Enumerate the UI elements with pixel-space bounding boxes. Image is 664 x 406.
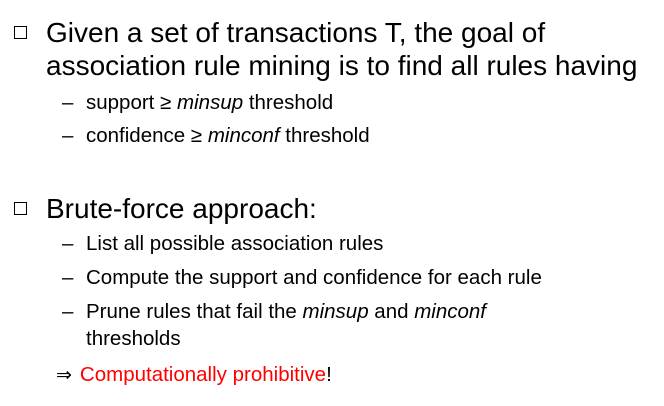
brute-force-heading: Brute-force approach: <box>46 193 317 224</box>
dash-icon: – <box>62 266 74 289</box>
compute-text: Compute the support and confidence for e… <box>86 266 542 289</box>
prune-step: – Prune rules that fail the minsup and m… <box>62 298 642 352</box>
confidence-sub-bullet: – confidence ≥ minconf threshold <box>62 122 642 149</box>
minconf-term: minconf <box>414 300 486 323</box>
prune-text-line2: thresholds <box>86 327 181 350</box>
dash-icon: – <box>62 91 74 114</box>
square-bullet-icon <box>14 26 27 39</box>
support-criterion: support ≥ minsup threshold <box>86 91 334 114</box>
dash-icon: – <box>62 232 74 255</box>
implies-arrow-icon: ⇒ <box>56 364 72 386</box>
prune-text: Prune rules that fail the minsup and min… <box>86 300 486 323</box>
goal-text-line2: association rule mining is to find all r… <box>46 50 638 81</box>
goal-text-line1: Given a set of transactions T, the goal … <box>46 17 546 48</box>
support-sub-bullet: – support ≥ minsup threshold <box>62 89 642 116</box>
minsup-term: minsup <box>177 91 244 114</box>
conclusion-highlight: Computationally prohibitive <box>79 363 327 386</box>
dash-icon: – <box>62 124 74 147</box>
minsup-term: minsup <box>302 300 369 323</box>
goal-bullet: Given a set of transactions T, the goal … <box>14 16 654 82</box>
minconf-term: minconf <box>207 124 280 147</box>
compute-step: – Compute the support and confidence for… <box>62 264 642 291</box>
confidence-criterion: confidence ≥ minconf threshold <box>86 124 370 147</box>
list-rules-text: List all possible association rules <box>86 232 384 255</box>
conclusion-suffix: ! <box>326 363 332 386</box>
list-rules-step: – List all possible association rules <box>62 230 642 257</box>
square-bullet-icon <box>14 202 27 215</box>
brute-force-bullet: Brute-force approach: <box>14 192 654 225</box>
dash-icon: – <box>62 300 74 323</box>
conclusion: ⇒ Computationally prohibitive! <box>56 360 332 390</box>
